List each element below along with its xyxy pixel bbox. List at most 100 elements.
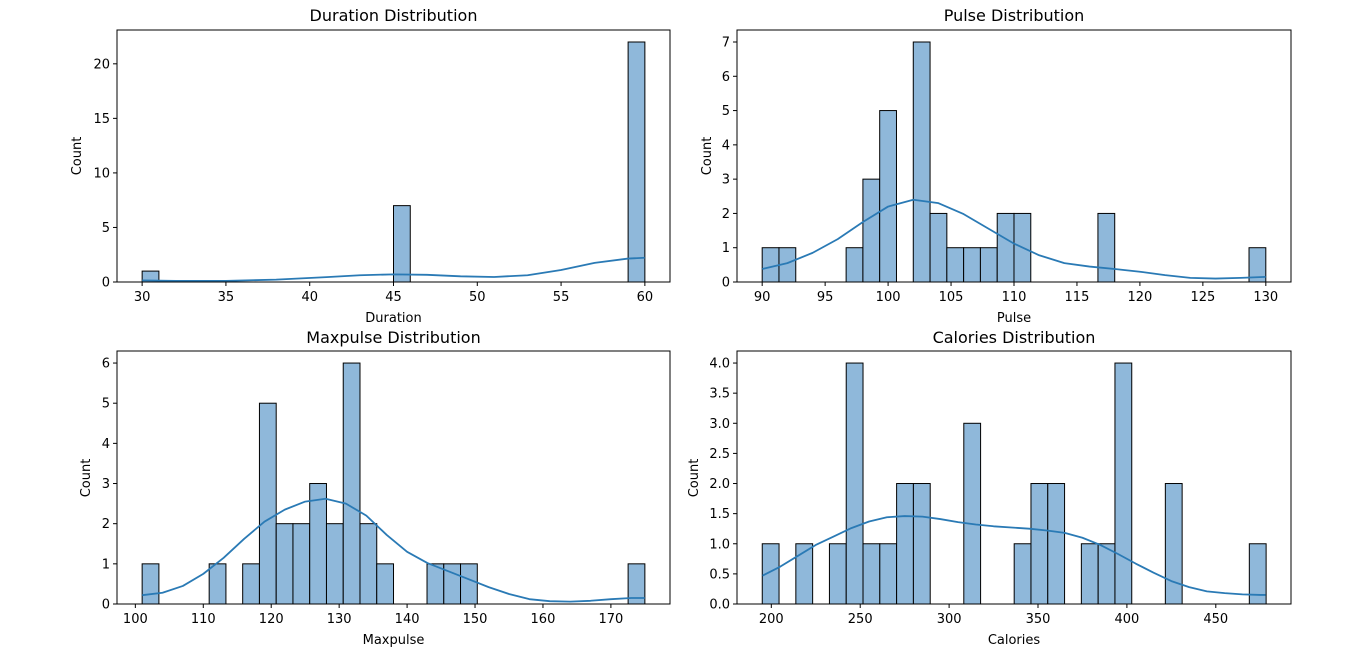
y-tick-label: 2 [102,517,110,532]
y-tick-label: 1.0 [709,537,730,552]
kde-line [762,515,1266,596]
x-tick-label: 40 [301,290,318,305]
x-axis-label: Maxpulse [363,633,425,648]
x-tick-label: 130 [327,612,352,627]
y-tick-label: 2.5 [709,447,730,462]
y-tick-label: 3.0 [709,417,730,432]
x-tick-label: 50 [469,290,486,305]
bar [896,483,914,605]
y-tick-label: 4 [722,138,730,153]
bars [141,362,646,605]
x-tick-label: 250 [848,612,873,627]
chart-title: Maxpulse Distribution [306,328,480,347]
y-tick-label: 0 [102,598,110,613]
kde-line [142,256,645,282]
bar [912,41,931,283]
x-tick-label: 300 [937,612,962,627]
x-tick-label: 110 [1002,290,1027,305]
bar [845,362,864,605]
y-ticks: 0 1 2 3 4 5 6 7 [722,36,737,291]
bar [862,178,881,283]
x-tick-label: 100 [876,290,901,305]
bar [879,543,898,605]
subplot-maxpulse: Maxpulse Distribution Maxpulse Count 100… [79,328,671,648]
x-tick-label: 35 [218,290,235,305]
bar [1164,483,1183,605]
x-tick-label: 400 [1114,612,1139,627]
bar [1097,543,1116,605]
subplot-pulse: Pulse Distribution Pulse Count 90 95 100 10… [700,6,1292,326]
y-tick-label: 2 [722,207,730,222]
bar [996,212,1015,283]
y-tick-label: 2.0 [709,477,730,492]
x-tick-label: 130 [1253,290,1278,305]
bar [862,543,881,605]
x-tick-label: 125 [1190,290,1215,305]
y-tick-label: 0 [102,276,110,291]
bar [275,523,294,605]
subplot-duration: Duration Distribution Duration Count 30 3… [70,6,671,326]
x-tick-label: 90 [754,290,771,305]
x-tick-label: 45 [385,290,402,305]
bar [963,247,981,283]
x-ticks: 200 250 300 350 400 450 [759,604,1228,627]
x-tick-label: 160 [531,612,556,627]
chart-title: Calories Distribution [933,328,1096,347]
bars [141,41,646,283]
bar [929,212,948,283]
y-axis-label: Count [79,459,94,498]
x-tick-label: 115 [1065,290,1090,305]
y-tick-label: 1.5 [709,507,730,522]
y-tick-label: 6 [102,357,110,372]
x-tick-label: 350 [1026,612,1051,627]
y-tick-label: 7 [722,36,730,51]
x-tick-label: 170 [598,612,623,627]
bar [208,563,227,605]
bar [845,247,864,283]
y-tick-label: 3 [722,173,730,188]
bar [393,205,411,283]
y-tick-label: 0.5 [709,567,730,582]
x-tick-label: 95 [817,290,834,305]
bar [1030,483,1049,605]
y-tick-label: 10 [93,166,110,181]
y-axis-label: Count [70,137,85,176]
bar [426,563,445,605]
x-ticks: 90 95 100 105 110 115 120 125 130 [754,282,1278,305]
x-tick-label: 100 [123,612,148,627]
x-tick-label: 120 [259,612,284,627]
bar [376,563,395,605]
y-ticks: 0 5 10 15 20 [93,57,117,291]
kde-line [142,497,645,603]
y-tick-label: 20 [93,57,110,72]
axes-frame [736,350,1292,605]
y-tick-label: 0.0 [709,598,730,613]
x-axis-label: Calories [988,633,1041,648]
x-tick-label: 105 [939,290,964,305]
bar [946,247,965,283]
x-tick-label: 55 [553,290,570,305]
bars [761,41,1267,283]
bars [761,362,1267,605]
bar [460,563,478,605]
bar [342,362,361,605]
x-tick-label: 200 [759,612,784,627]
y-tick-label: 3.5 [709,387,730,402]
bar [1080,543,1099,605]
x-axis-label: Pulse [997,311,1031,326]
bar [1013,543,1032,605]
y-tick-label: 5 [722,104,730,119]
y-tick-label: 1 [722,241,730,256]
y-tick-label: 0 [722,276,730,291]
x-tick-label: 140 [395,612,420,627]
y-axis-label: Count [687,459,702,498]
x-tick-label: 450 [1203,612,1228,627]
chart-title: Pulse Distribution [944,6,1085,25]
bar [879,110,897,283]
bar [912,483,931,605]
y-tick-label: 4.0 [709,357,730,372]
bar [627,41,646,283]
x-tick-label: 150 [463,612,488,627]
bar [292,523,311,605]
bar [141,563,160,605]
